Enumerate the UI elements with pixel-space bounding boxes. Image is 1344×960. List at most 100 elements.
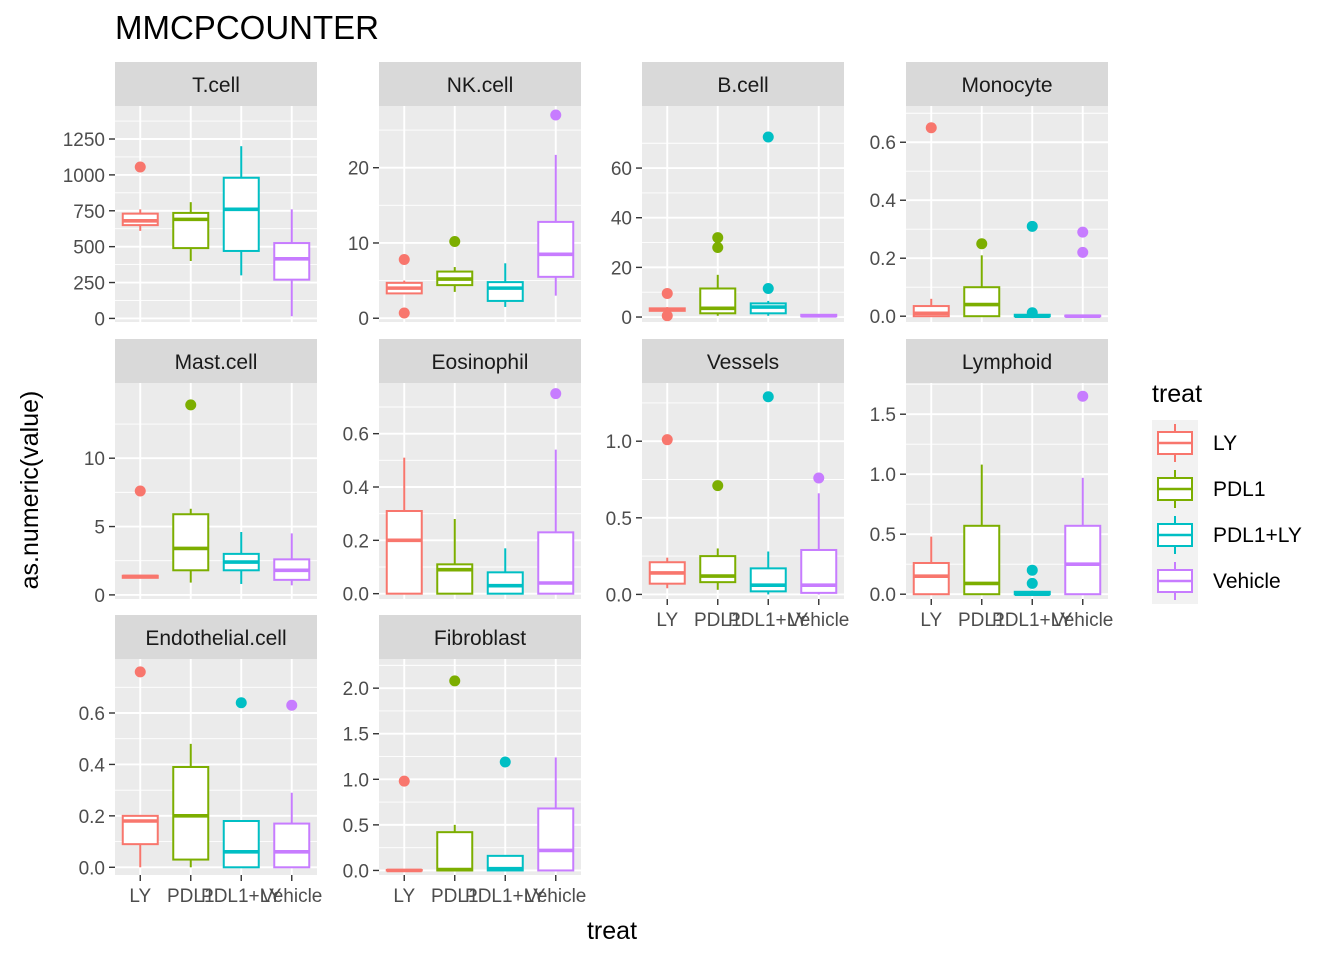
y-tick-label: 10: [348, 234, 369, 255]
y-tick-label: 40: [611, 209, 632, 230]
outlier-point: [661, 434, 673, 446]
chart-title: MMCPCOUNTER: [115, 9, 379, 46]
box-body: [912, 562, 950, 596]
box-body: [273, 242, 311, 281]
outlier-point: [712, 232, 724, 244]
box-body: [963, 286, 1001, 318]
outlier-point: [1026, 577, 1038, 589]
x-tick-label: PDL1: [431, 886, 479, 907]
y-tick-label: 60: [611, 159, 632, 180]
box-body: [273, 822, 311, 869]
box-body: [537, 220, 575, 278]
box-ly: [385, 254, 423, 319]
box-vehicle: [1064, 226, 1102, 319]
y-tick-label: 10: [84, 449, 105, 470]
panel-fibroblast: Fibroblast 0.0 0.5 1.0 1.5 2.0 LY PDL1PDL1+LYVe…: [343, 615, 586, 907]
strip-label: Fibroblast: [434, 627, 526, 650]
box-body: [486, 281, 524, 302]
y-axis-title: as.numeric(value): [16, 391, 44, 590]
strip-label: Monocyte: [961, 74, 1052, 97]
outlier-point: [1026, 307, 1038, 319]
box-pdl1: [436, 235, 474, 292]
x-tick-label: PDL1+LY: [465, 886, 546, 907]
outlier-point: [661, 310, 673, 322]
y-tick-label: 0.4: [79, 755, 106, 776]
outlier-point: [1026, 564, 1038, 576]
y-tick-label: 0.2: [79, 807, 105, 828]
y-tick-label: 0: [94, 586, 105, 607]
panel-endothelial-cell: Endothelial.cell 0.0 0.2 0.4 0.6 LY PDL1PDL1+L…: [79, 615, 322, 907]
y-tick-label: 0.0: [343, 585, 369, 606]
box-ly: [648, 434, 686, 589]
outlier-point: [134, 161, 146, 173]
box-body: [436, 831, 474, 872]
y-tick-label: 0.0: [343, 861, 369, 882]
legend-item-vehicle: Vehicle: [1152, 558, 1281, 604]
x-tick-label: LY: [920, 610, 942, 631]
box-ly: [121, 161, 159, 231]
x-tick-label: PDL1+LY: [201, 886, 282, 907]
y-tick-label: 0.0: [870, 307, 896, 328]
strip-label: B.cell: [717, 74, 768, 97]
strip-label: Mast.cell: [175, 351, 258, 374]
box-pdl1: [436, 675, 474, 872]
box-vehicle: [1064, 390, 1102, 596]
outlier-point: [762, 391, 774, 403]
box-vehicle: [537, 388, 575, 595]
y-tick-label: 250: [73, 274, 105, 295]
box-ly: [648, 287, 686, 322]
box-pdl1: [172, 743, 210, 868]
x-tick-label: Vehicle: [1052, 610, 1113, 631]
outlier-point: [550, 388, 562, 400]
box-pdl1-ly: [749, 131, 787, 316]
panel-monocyte: Monocyte 0.0 0.2 0.4 0.6: [870, 62, 1108, 328]
y-tick-label: 0.6: [79, 704, 105, 725]
box-body: [222, 820, 260, 869]
outlier-point: [762, 282, 774, 294]
strip-background: [906, 62, 1108, 106]
box-vehicle: [800, 313, 838, 318]
strip-label: Eosinophil: [432, 351, 529, 374]
outlier-point: [661, 287, 673, 299]
box-body: [537, 807, 575, 872]
y-tick-label: 1.5: [343, 725, 369, 746]
x-tick-label: Vehicle: [525, 886, 586, 907]
y-tick-label: 0.6: [870, 133, 896, 154]
box-vehicle: [273, 533, 311, 586]
strip-label: Lymphoid: [962, 351, 1052, 374]
outlier-point: [762, 131, 774, 143]
y-tick-label: 2.0: [343, 679, 369, 700]
y-tick-label: 0.5: [606, 509, 632, 530]
box-body: [385, 510, 423, 595]
panel-background: [642, 106, 844, 322]
outlier-point: [976, 238, 988, 250]
box-vehicle: [537, 757, 575, 872]
y-tick-label: 0.5: [343, 816, 369, 837]
strip-background: [379, 339, 581, 383]
outlier-point: [398, 307, 410, 319]
outlier-point: [712, 242, 724, 254]
box-vehicle: [800, 472, 838, 595]
box-body: [172, 766, 210, 861]
outlier-point: [134, 666, 146, 678]
box-pdl1-ly: [222, 532, 260, 584]
y-tick-label: 20: [611, 258, 632, 279]
strip-background: [379, 62, 581, 106]
box-ly: [385, 457, 423, 595]
y-tick-label: 0.2: [343, 531, 369, 552]
box-pdl1-ly: [486, 756, 524, 872]
outlier-point: [185, 399, 197, 411]
strip-label: Endothelial.cell: [145, 627, 286, 650]
x-tick-label: PDL1: [167, 886, 215, 907]
box-body: [912, 305, 950, 318]
x-tick-label: PDL1: [958, 610, 1006, 631]
y-tick-label: 0.2: [870, 249, 896, 270]
panel-mast-cell: Mast.cell 0 5 10: [84, 339, 317, 607]
box-vehicle: [537, 109, 575, 296]
panel-b-cell: B.cell 0 20 40 60: [611, 62, 844, 329]
box-vehicle: [273, 209, 311, 317]
box-body: [1064, 524, 1102, 596]
legend-item-pdl1: PDL1: [1152, 466, 1266, 512]
